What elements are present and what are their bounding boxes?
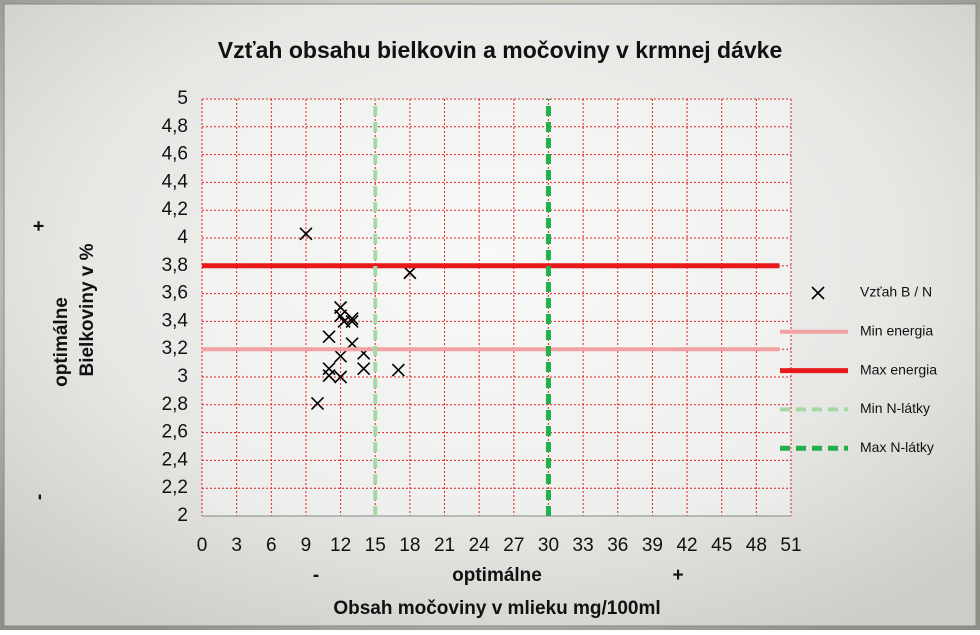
y-tick-label: 3,6 — [162, 283, 188, 304]
scatter-point — [322, 369, 336, 383]
x-tick-label: 15 — [365, 535, 386, 556]
chart-title: Vzťah obsahu bielkovin a močoviny v krmn… — [218, 37, 783, 63]
x-tick-label: 45 — [711, 535, 732, 556]
legend-label: Min energia — [860, 323, 933, 339]
x-tick-label: 0 — [197, 535, 208, 556]
y-tick-label: 4,8 — [162, 116, 188, 137]
legend-label: Vzťah B / N — [860, 284, 932, 300]
y-tick-label: 4 — [177, 227, 188, 248]
x-tick-label: 39 — [642, 535, 663, 556]
scatter-point — [345, 312, 359, 326]
y-annotation: - — [29, 494, 50, 500]
y-tick-label: 4,6 — [162, 144, 188, 165]
plot-area — [202, 99, 791, 516]
x-tick-label: 21 — [434, 535, 455, 556]
x-annotation: + — [672, 565, 683, 586]
scatter-point — [322, 330, 336, 344]
x-tick-label: 6 — [266, 535, 277, 556]
x-tick-label: 12 — [330, 535, 351, 556]
scatter-point — [310, 396, 325, 410]
y-axis-label: Bielkoviny v % — [77, 243, 98, 376]
scatter-point — [334, 370, 348, 384]
y-annotation: + — [29, 220, 50, 231]
y-tick-label: 2,6 — [162, 422, 188, 443]
y-tick-label: 5 — [177, 88, 188, 109]
x-tick-label: 24 — [469, 535, 491, 556]
x-tick-label: 33 — [573, 535, 594, 556]
legend-label: Max energia — [860, 361, 937, 377]
scatter-point — [299, 227, 313, 241]
scatter-point — [403, 266, 417, 280]
scatter-point — [391, 363, 405, 377]
x-annotation: - — [313, 565, 319, 586]
x-tick-label: 18 — [399, 535, 420, 556]
x-tick-label: 3 — [231, 535, 242, 556]
chart-panel — [3, 3, 977, 627]
scatter-point — [345, 314, 359, 328]
scatter-point — [334, 349, 348, 363]
x-annotation: optimálne — [452, 565, 542, 586]
y-tick-label: 3,2 — [162, 338, 188, 359]
y-tick-label: 4,2 — [162, 199, 188, 220]
y-tick-label: 3 — [177, 366, 188, 387]
x-tick-label: 36 — [607, 535, 628, 556]
x-tick-label: 9 — [301, 535, 312, 556]
legend-swatch — [811, 286, 825, 300]
x-tick-label: 48 — [746, 535, 767, 556]
legend-label: Min N-látky — [860, 400, 930, 416]
y-tick-label: 2,2 — [162, 477, 188, 498]
y-tick-label: 4,4 — [162, 171, 189, 192]
x-tick-label: 42 — [676, 535, 697, 556]
legend-label: Max N-látky — [860, 439, 934, 455]
y-annotation: optimálne — [51, 297, 72, 387]
y-tick-label: 3,4 — [162, 310, 189, 331]
x-tick-label: 27 — [503, 535, 524, 556]
x-axis-label: Obsah močoviny v mlieku mg/100ml — [333, 598, 660, 619]
x-tick-label: 51 — [780, 535, 801, 556]
x-tick-label: 30 — [538, 535, 559, 556]
scatter-point — [357, 362, 371, 376]
y-tick-label: 2 — [177, 505, 188, 526]
y-tick-label: 2,8 — [162, 394, 188, 415]
y-tick-label: 2,4 — [162, 449, 189, 470]
y-tick-label: 3,8 — [162, 255, 188, 276]
